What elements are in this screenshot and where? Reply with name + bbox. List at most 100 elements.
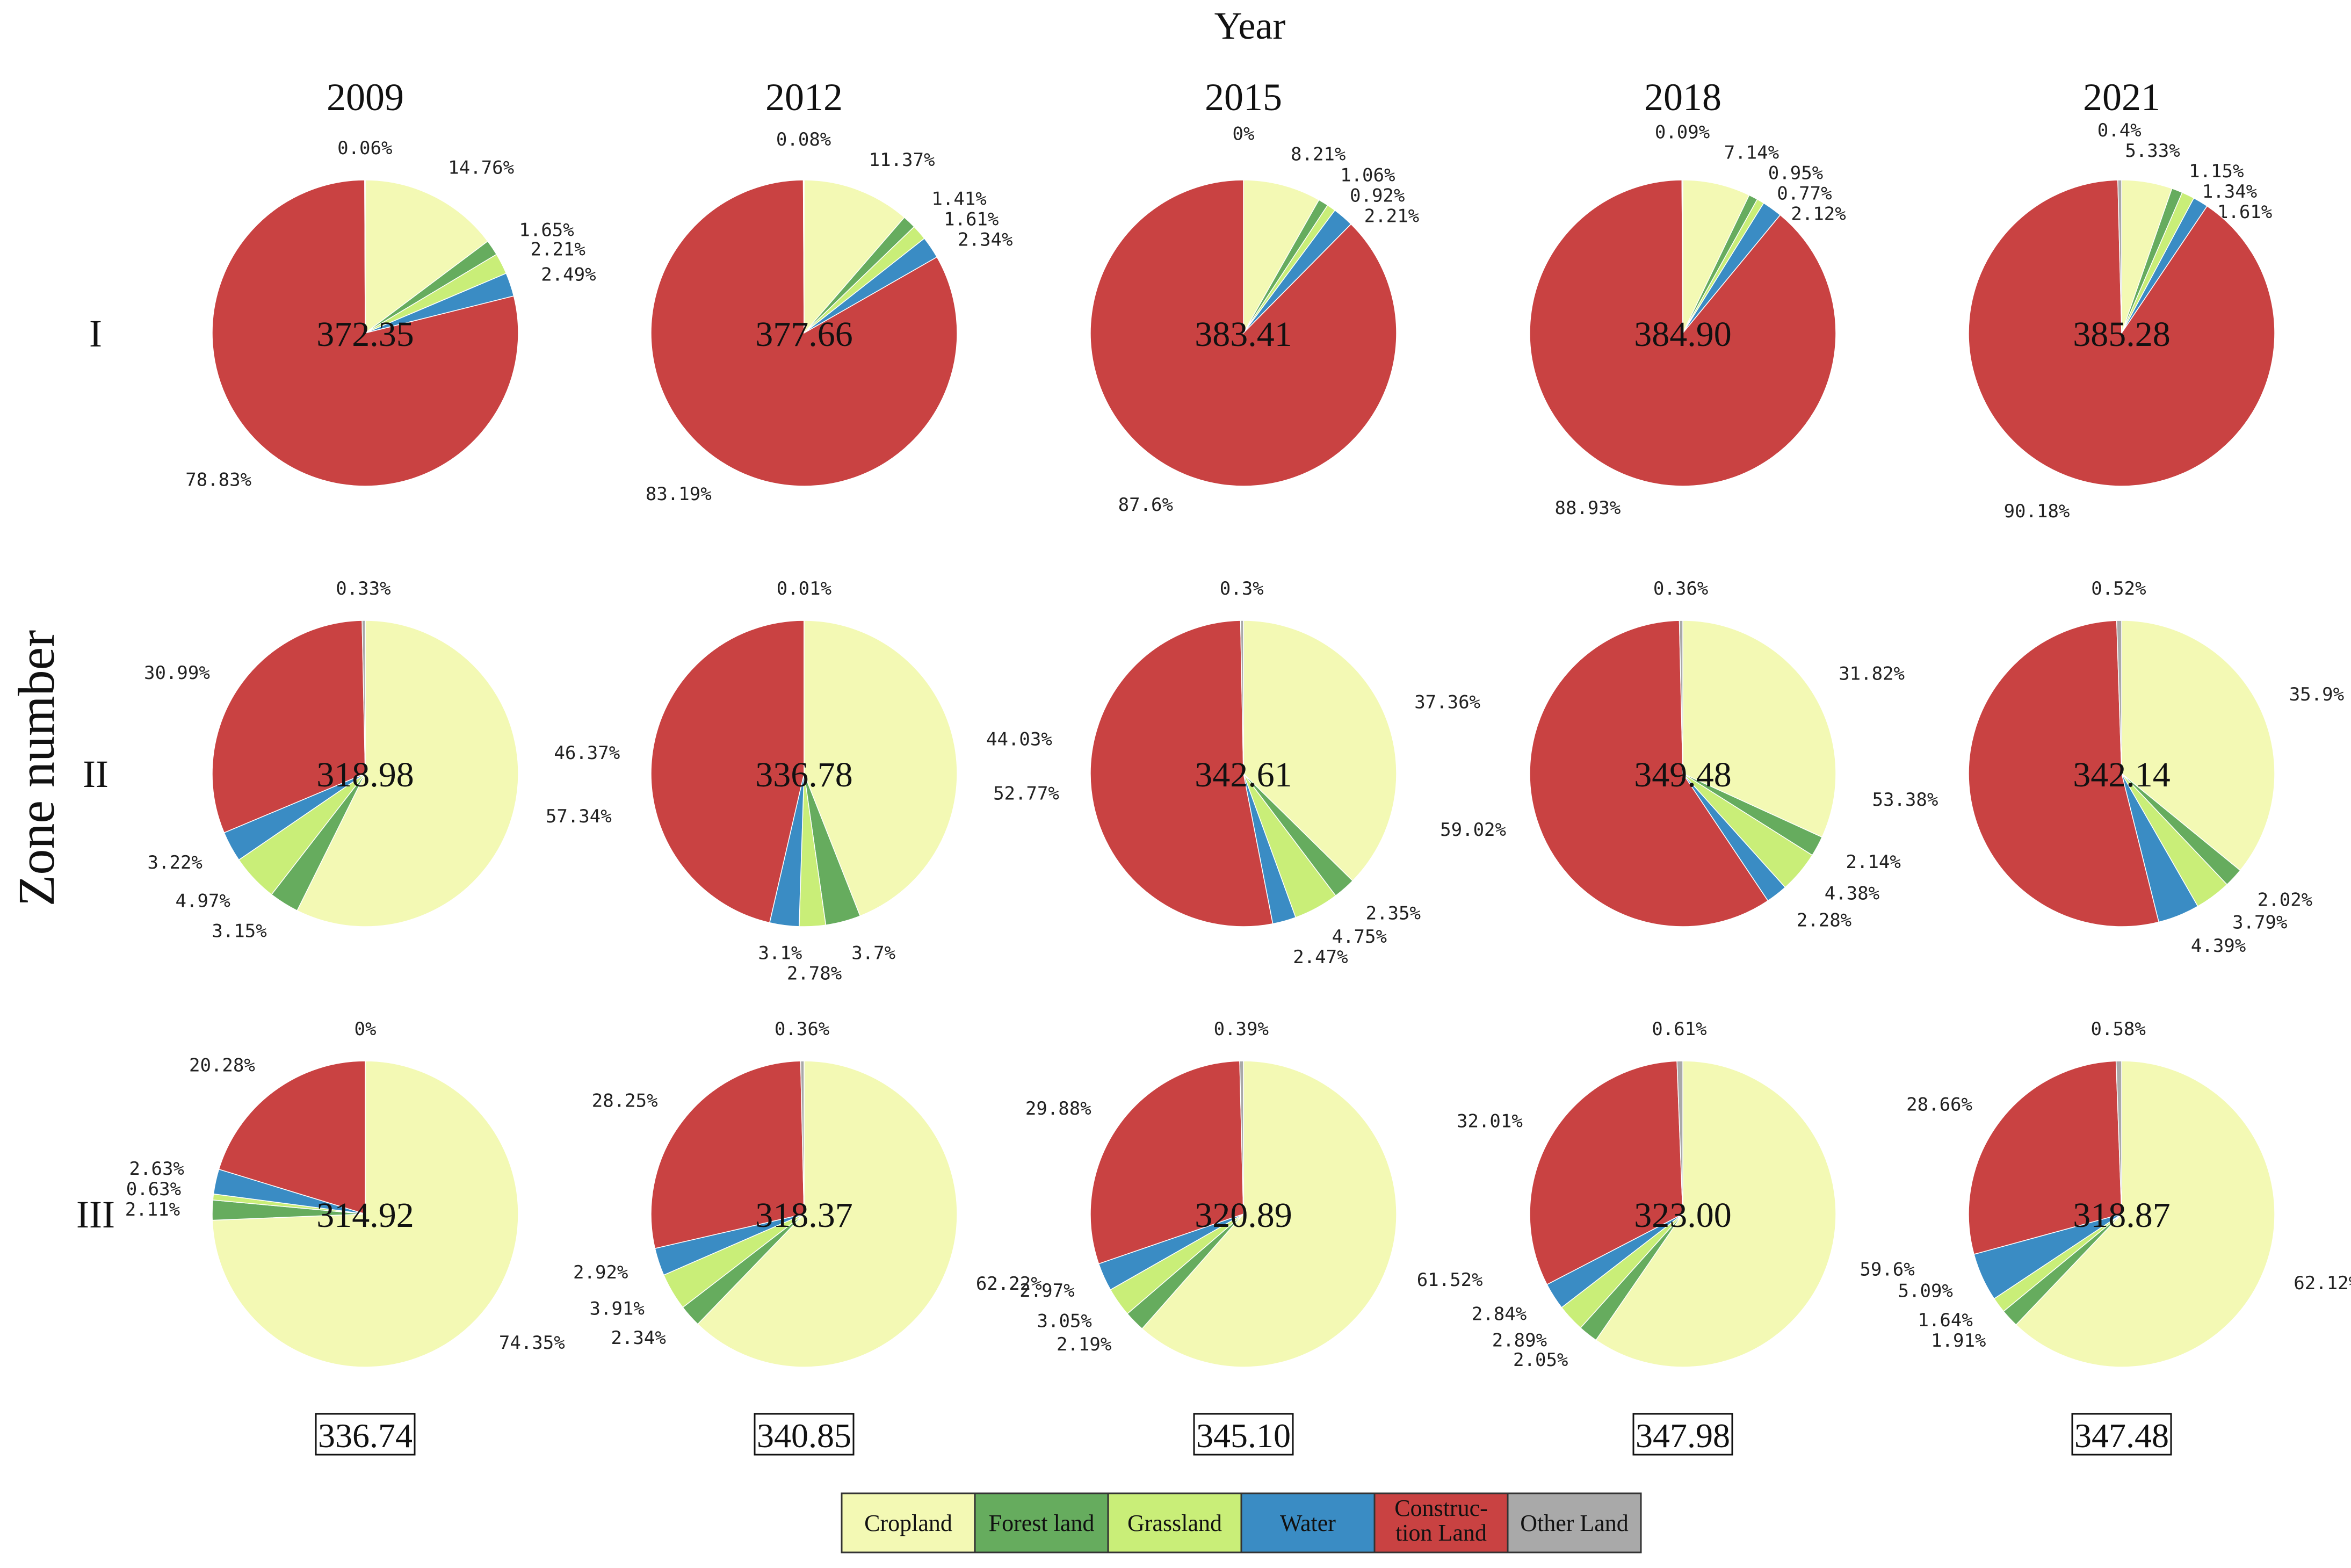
slice-construction-land [212,620,366,834]
pct-label-construction-land: 90.18% [2004,501,2070,522]
year-header-2015: 2015 [1205,76,1282,119]
legend-item-cropland: Cropland [841,1492,976,1553]
pct-label-water: 2.28% [1797,909,1851,931]
slice-cropland [1243,179,1320,335]
pct-label-cropland: 31.82% [1839,663,1905,685]
pct-label-grassland: 2.78% [787,963,842,985]
pie-center-value: 372.35 [316,315,414,354]
pie-center-value: 318.98 [316,755,414,794]
pct-label-cropland: 44.03% [986,729,1052,750]
pct-label-other-land: 0.58% [2091,1018,2146,1040]
pct-label-other-land: 0.52% [2091,578,2146,599]
slice-cropland [1243,620,1397,881]
pie-zone-1-2018: 7.14%0.95%0.77%2.12% 88.93% 0.09% 384.90 [1529,122,1846,519]
slice-other-land [2115,1060,2122,1215]
slice-other-land [800,1060,805,1215]
legend-swatch-other-land [1507,1492,1642,1553]
total-box-2015: 345.10 [1193,1413,1294,1456]
total-box-frame [754,1413,855,1456]
slice-construction-land [1968,179,2275,487]
pct-label-cropland: 74.35% [499,1332,565,1354]
pie-zone-1-2021: 5.33% 1.15%1.34%1.61% 90.18% 0.4% 385.28 [1968,120,2275,522]
pct-label-grassland: 1.34% [2202,181,2257,203]
pct-label-cropland: 61.52% [1417,1269,1483,1291]
y-axis-label: Zone number [8,630,65,907]
pct-label-grassland: 3.79% [2232,912,2287,934]
pct-label-construction-land: 32.01% [1457,1111,1523,1132]
pct-label-other-land: 0% [355,1018,377,1040]
total-value: 336.74 [318,1417,413,1455]
year-header-2012: 2012 [765,76,843,119]
legend-item-forest-land: Forest land [974,1492,1109,1553]
legend-label-construction-land: Construc-tion Land [1394,1495,1488,1546]
zone-label-2: II [83,753,108,796]
total-box-frame [2071,1413,2172,1456]
pct-label-cropland: 62.12% [2294,1273,2351,1294]
pct-label-forest-land: 2.34% [611,1327,665,1349]
pct-label-cropland: 59.6% [1860,1259,1914,1281]
pct-label-forest-land: 1.65% [519,220,574,241]
total-box-frame [1632,1413,1733,1456]
slice-construction-land [650,1060,805,1249]
pct-label-construction-land: 28.25% [592,1090,658,1111]
pct-label-cropland: 35.9% [2289,684,2344,705]
pie-center-value: 318.37 [755,1196,853,1235]
legend-label-other-land: Other Land [1520,1510,1629,1536]
pie-center-value: 349.48 [1634,755,1732,794]
pct-label-cropland: 7.14% [1724,142,1779,164]
legend-label-water: Water [1280,1510,1336,1536]
pct-label-forest-land: 2.11% [125,1199,180,1220]
pie-center-value: 323.00 [1634,1196,1732,1235]
pct-label-other-land: 0.4% [2097,120,2142,141]
pct-label-cropland: 8.21% [1291,143,1346,165]
pct-label-grassland: 2.89% [1492,1330,1547,1352]
pct-label-grassland: 0.92% [1350,185,1405,207]
pie-zone-3-2015: 61.52% 2.19%3.05% 2.97% 29.88% 0.39% 320.89 [1019,1018,1483,1368]
slice-construction-land [1090,179,1397,487]
pct-label-forest-land: 2.35% [1366,902,1421,924]
slice-construction-land [1090,620,1274,927]
pct-label-construction-land: 83.19% [646,483,712,505]
slice-construction-land [1968,1060,2122,1255]
pct-label-construction-land: 20.28% [189,1055,255,1076]
pct-label-other-land: 0.06% [337,138,392,159]
pct-label-forest-land: 3.15% [212,920,266,942]
pie-center-value: 320.89 [1195,1196,1292,1235]
legend-label-cropland: Cropland [864,1510,952,1536]
pct-label-water: 2.84% [1472,1304,1527,1325]
pct-label-construction-land: 29.88% [1025,1098,1091,1119]
pct-label-forest-land: 2.19% [1057,1334,1111,1355]
pct-label-grassland: 4.38% [1825,883,1879,904]
legend-item-water: Water [1240,1492,1376,1553]
pct-label-grassland: 2.21% [531,239,585,261]
pie-zone-2-2021: 35.9% 2.02%3.79%4.39% 53.38% 0.52% 342.14 [1872,578,2344,957]
pie-zone-1-2015: 8.21%1.06%0.92%2.21% 87.6% 0% 383.41 [1090,123,1419,516]
slice-cropland [804,620,958,917]
slice-cropland [2121,620,2275,871]
total-box-2018: 347.98 [1632,1413,1733,1456]
slice-other-land [361,620,366,774]
total-box-2012: 340.85 [754,1413,855,1456]
pct-label-grassland: 0.63% [126,1179,181,1200]
pct-label-forest-land: 2.02% [2258,890,2312,911]
pie-center-value: 336.78 [755,755,853,794]
pct-label-cropland: 11.37% [869,149,935,171]
slice-cropland [365,179,489,334]
pct-label-grassland: 4.97% [176,891,230,912]
year-header-2018: 2018 [1644,76,1721,119]
pct-label-water: 2.34% [958,229,1012,251]
pct-label-forest-land: 2.05% [1513,1349,1568,1371]
slice-other-land [1240,620,1244,774]
pct-label-grassland: 3.05% [1037,1311,1092,1332]
pct-label-construction-land: 28.66% [1906,1094,1972,1116]
year-header-2009: 2009 [327,76,404,119]
slice-cropland [296,620,519,927]
slice-cropland [697,1060,958,1368]
pct-label-cropland: 57.34% [546,806,612,827]
pie-zone-3-2018: 59.6% 2.05%2.89% 2.84% 32.01% 0.61% 323.00 [1457,1018,1915,1371]
pct-label-water: 2.47% [1293,946,1348,968]
pie-center-value: 318.87 [2073,1196,2171,1235]
pct-label-other-land: 0% [1233,123,1255,144]
slice-other-land [1679,620,1683,774]
